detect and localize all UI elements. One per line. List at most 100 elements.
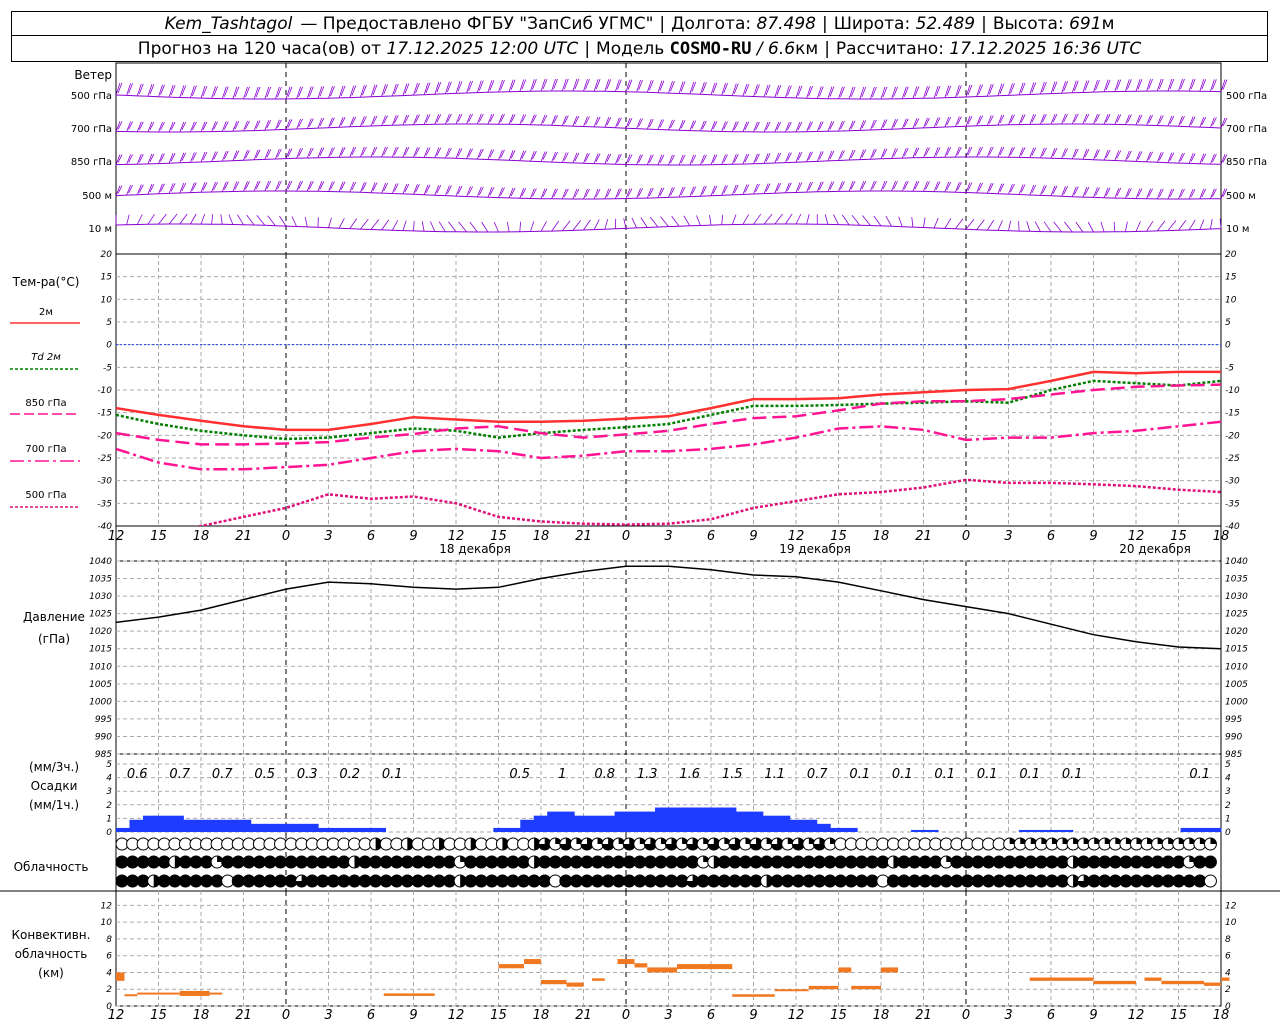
precip-bar: [762, 815, 777, 832]
y-tick-label: -40: [1225, 522, 1240, 532]
precip-bar: [264, 823, 279, 832]
y-tick-label: 2: [106, 801, 112, 811]
model-info: Модель COSMO-RU / 6.6км: [596, 38, 819, 59]
cloud-symbol-fill: [707, 838, 720, 850]
x-tick-label: 9: [1089, 1008, 1097, 1023]
convective-bar: [881, 967, 898, 973]
precip-bar: [641, 811, 656, 832]
y-tick-label: 2: [106, 985, 112, 995]
precip-3h-label: 1.1: [764, 767, 785, 782]
cloud-symbol-fill: [559, 838, 572, 850]
wind-barbs: [115, 78, 1228, 100]
x-tick-label: 0: [962, 529, 970, 544]
altitude: Высота: 691м: [992, 13, 1115, 34]
x-tick-label: 21: [575, 529, 592, 544]
convective-bar: [209, 992, 223, 995]
y-tick-label: 1040: [1225, 557, 1248, 567]
wind-barbs: [115, 213, 1222, 233]
y-tick-label: -5: [103, 363, 112, 373]
precip-3h-label: 0.1: [382, 767, 403, 782]
precip-3h-label: 0.1: [934, 767, 955, 782]
wind-level-label: 700 гПа: [1226, 124, 1267, 135]
legend-td2m: Td 2м: [31, 352, 61, 363]
precip-3h-label: 0.5: [509, 767, 530, 782]
precip-bar: [291, 823, 306, 832]
precip-3h-label: 0.7: [212, 767, 233, 782]
precip-bar: [668, 807, 683, 832]
y-tick-label: 0: [106, 341, 112, 351]
cloud-symbol-fill: [771, 838, 784, 850]
x-tick-label: 3: [324, 529, 332, 544]
wind-level-label: 850 гПа: [71, 157, 112, 168]
convective-bar: [116, 972, 125, 981]
y-tick-label: 1030: [1225, 592, 1248, 602]
y-tick-label: 1015: [89, 645, 112, 655]
y-tick-label: -10: [1225, 386, 1240, 396]
convective-bar: [383, 993, 435, 996]
conv-label-2: облачность: [14, 947, 88, 961]
y-tick-label: 4: [106, 968, 112, 978]
precip-bar: [520, 819, 535, 832]
y-tick-label: 4: [1225, 968, 1231, 978]
y-tick-label: 985: [95, 750, 112, 760]
x-tick-label: 12: [788, 529, 805, 544]
x-tick-label: 12: [108, 529, 125, 544]
y-tick-label: 12: [1225, 901, 1237, 911]
precip-3h-label: 1.5: [722, 767, 743, 782]
precip-bar: [803, 819, 818, 832]
precip-bar: [237, 819, 252, 832]
y-tick-label: 0: [106, 828, 112, 838]
precip-3h-label: 0.1: [977, 767, 998, 782]
temp-series-line: [195, 478, 1221, 526]
precip-bar: [116, 827, 130, 832]
wind-level-label: 700 гПа: [71, 124, 112, 135]
y-tick-label: 995: [1225, 715, 1242, 725]
y-tick-label: -35: [97, 499, 112, 509]
precip-bar: [210, 819, 225, 832]
x-tick-label: 18: [193, 529, 210, 544]
x-tick-label: 21: [915, 1008, 932, 1023]
y-tick-label: 12: [101, 901, 113, 911]
y-tick-label: 1020: [1225, 627, 1248, 637]
precip-3h-label: 0.7: [807, 767, 828, 782]
x-tick-label: 6: [367, 529, 375, 544]
y-tick-label: -5: [1225, 363, 1234, 373]
cloud-symbol-fill: [538, 838, 551, 850]
y-tick-label: 10: [101, 918, 113, 928]
y-tick-label: -20: [97, 431, 112, 441]
cloud-symbol-fill: [1073, 875, 1080, 887]
x-tick-label: 12: [448, 529, 465, 544]
legend-2m: 2м: [39, 307, 53, 318]
precip-bar: [735, 811, 750, 832]
precip-bar: [372, 827, 387, 832]
x-tick-label: 15: [150, 529, 167, 544]
y-tick-label: -10: [97, 386, 112, 396]
wind-level-label: 10 м: [1226, 224, 1249, 235]
x-tick-label: 18: [1213, 529, 1230, 544]
y-tick-label: 15: [1225, 273, 1237, 283]
precip-bar: [156, 815, 171, 832]
y-tick-label: 1015: [1225, 645, 1248, 655]
y-tick-label: 0: [1225, 1002, 1231, 1012]
precip-bar: [816, 823, 831, 832]
y-tick-label: 985: [1225, 750, 1242, 760]
x-tick-label: 12: [448, 1008, 465, 1023]
precip-bar: [547, 811, 562, 832]
precip-bar: [1180, 827, 1195, 832]
cloud-symbol-fill: [534, 856, 541, 868]
precip-bar: [1207, 827, 1222, 832]
precip-bar: [601, 815, 616, 832]
cloud-symbol-fill: [813, 838, 826, 850]
y-tick-label: 20: [1225, 250, 1237, 260]
y-tick-label: 2: [1225, 801, 1231, 811]
convective-bar: [634, 963, 648, 968]
y-tick-label: -25: [1225, 454, 1240, 464]
y-tick-label: 10: [101, 295, 113, 305]
y-tick-label: 1035: [1225, 575, 1248, 585]
precip-bar: [722, 807, 737, 832]
x-tick-label: 3: [1004, 1008, 1012, 1023]
wind-level-label: 500 гПа: [1226, 91, 1267, 102]
x-tick-label: 18: [193, 1008, 210, 1023]
cloud-symbol-fill: [1077, 875, 1090, 888]
